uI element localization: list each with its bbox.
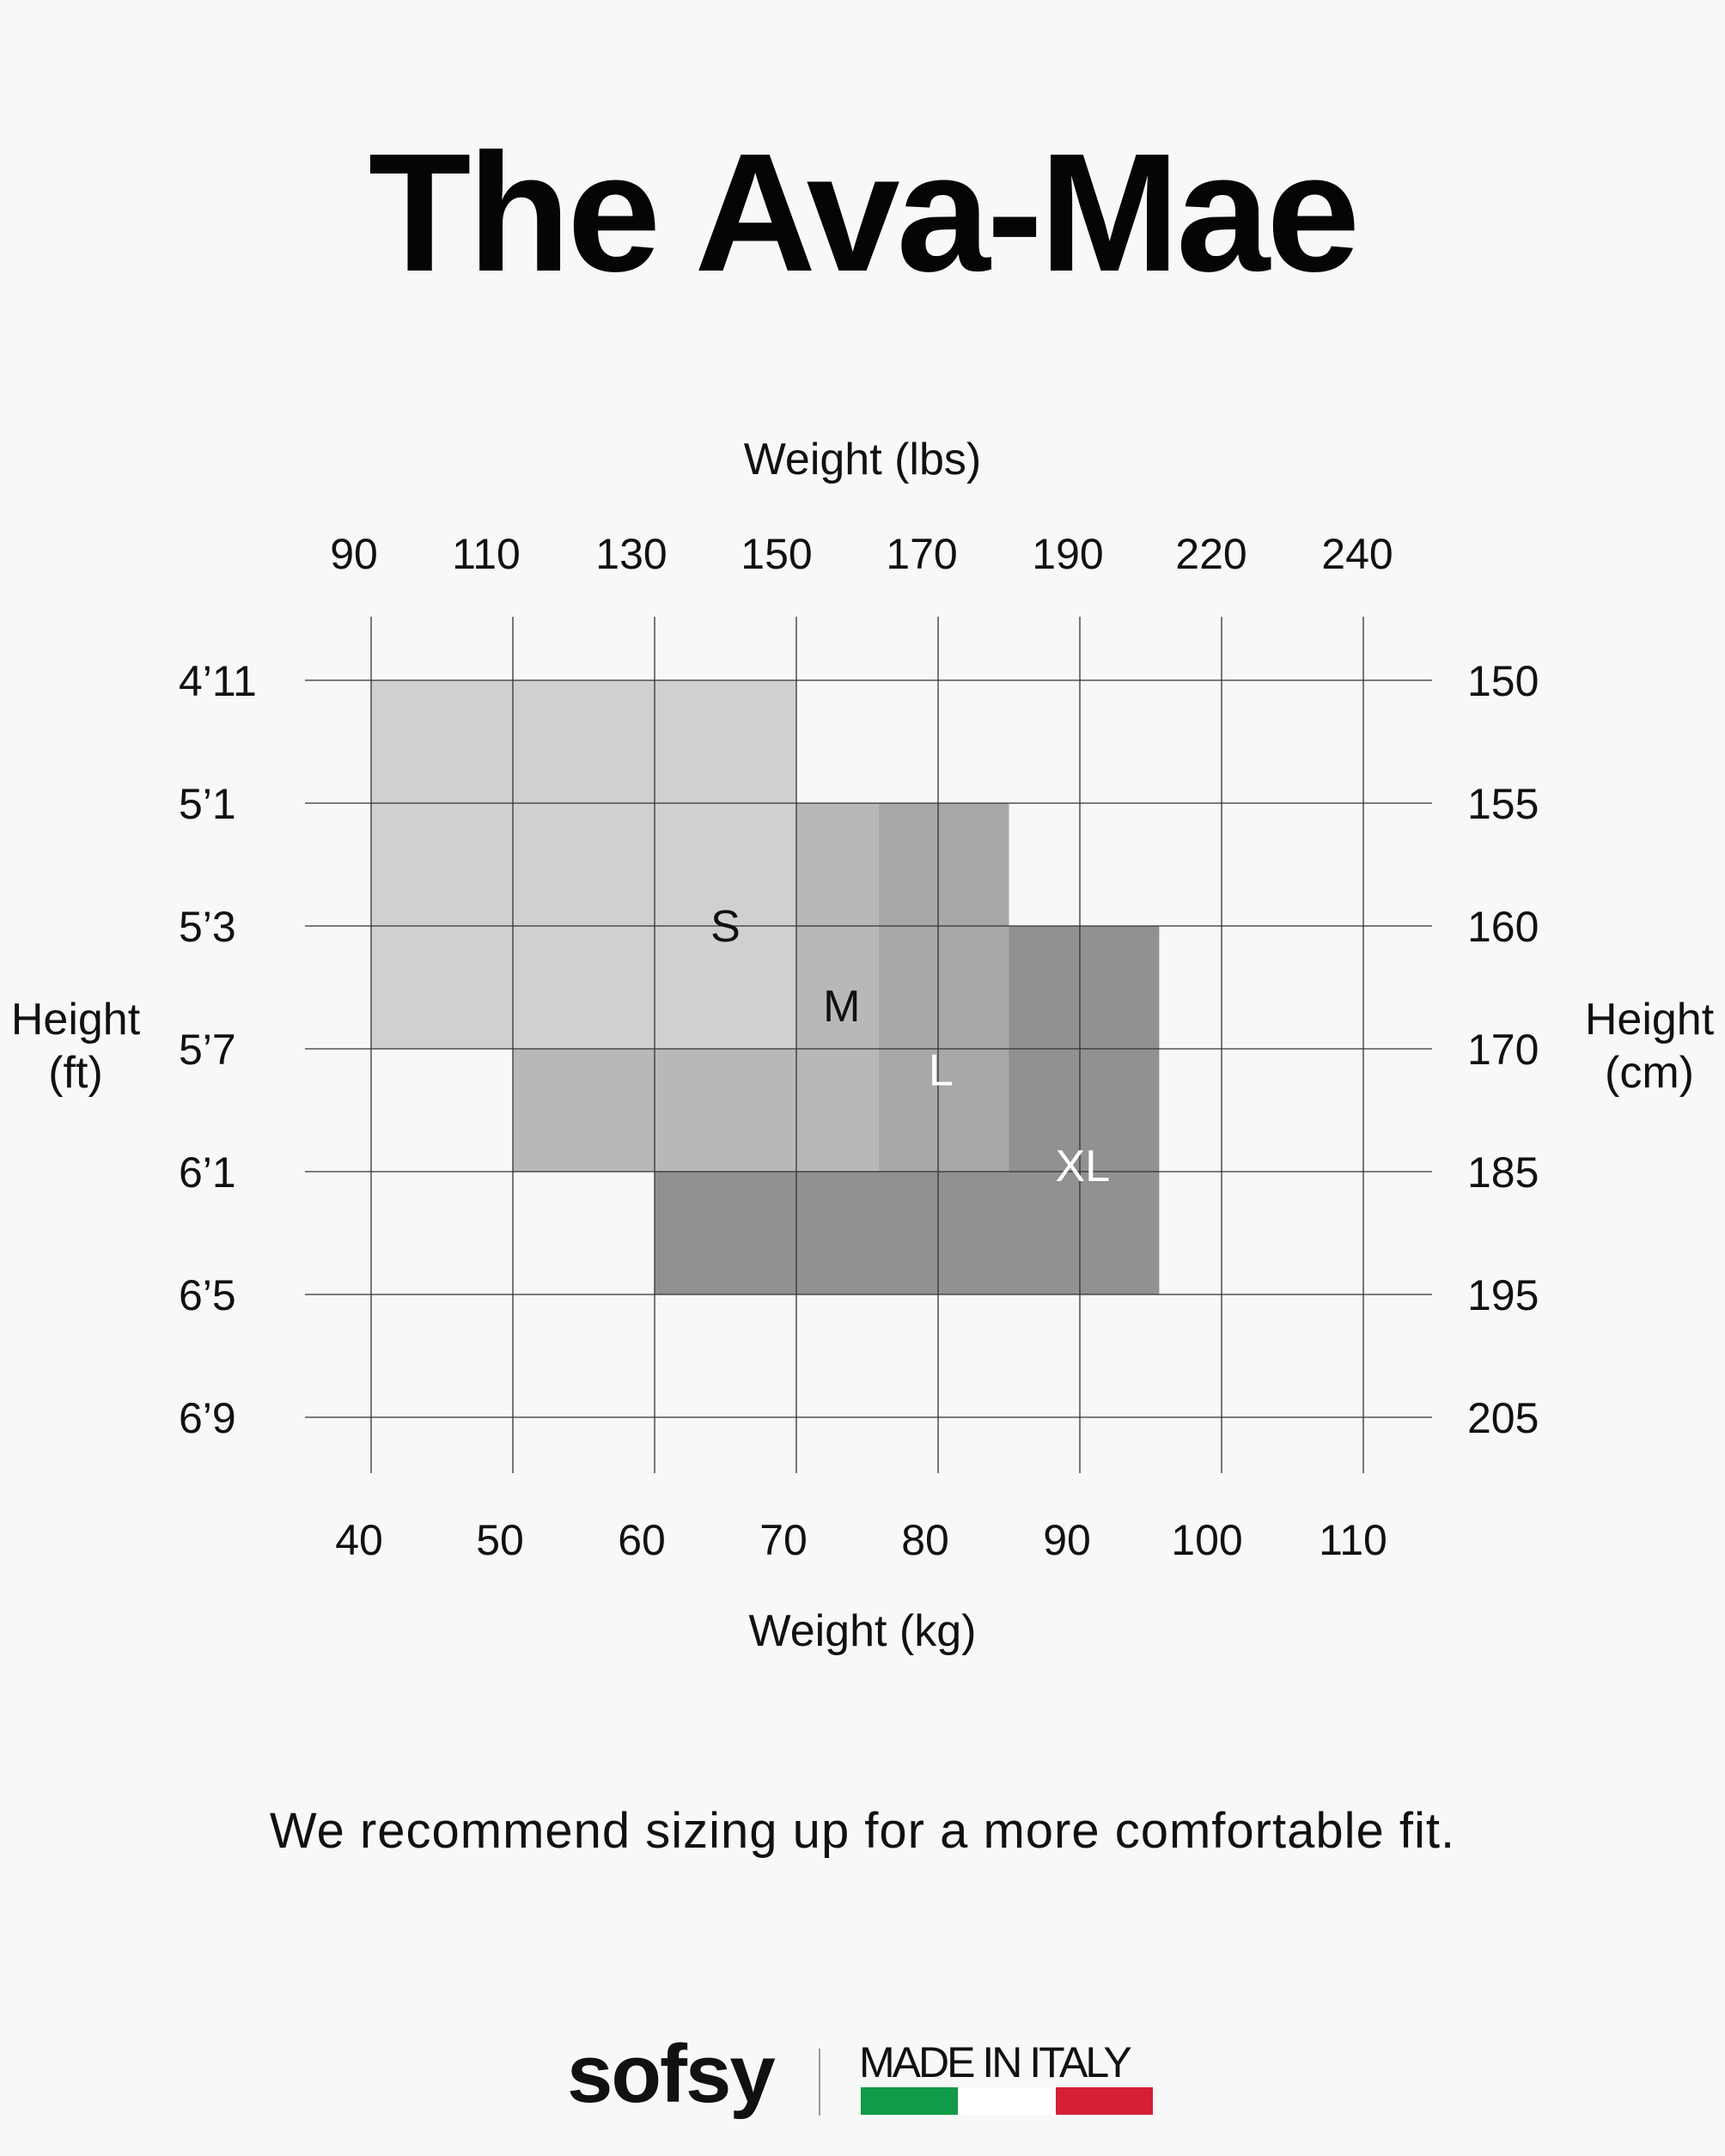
size-label-xl: XL: [1055, 1142, 1110, 1191]
y-left-tick-label: 5’3: [179, 903, 236, 951]
y-right-axis-label: Height: [1585, 995, 1715, 1045]
italian-flag-icon: [861, 2087, 1153, 2115]
flag-stripe-white: [958, 2087, 1056, 2115]
brand-divider: [819, 2049, 820, 2116]
x-bottom-tick-label: 60: [618, 1516, 666, 1564]
y-right-tick-label: 185: [1467, 1148, 1539, 1197]
y-left-tick-label: 5’7: [179, 1026, 236, 1074]
flag-stripe-green: [861, 2087, 959, 2115]
y-left-tick-label: 5’1: [179, 780, 236, 828]
made-in-italy-label: MADE IN ITALY: [859, 2038, 1132, 2086]
y-right-axis-label-unit: (cm): [1605, 1048, 1694, 1098]
x-top-tick-label: 130: [595, 530, 667, 578]
y-right-tick-label: 150: [1467, 657, 1539, 705]
x-bottom-tick-label: 50: [476, 1516, 524, 1564]
x-top-tick-label: 90: [330, 530, 378, 578]
y-left-axis-label-unit: (ft): [48, 1048, 103, 1098]
sizing-note: We recommend sizing up for a more comfor…: [269, 1803, 1456, 1859]
x-top-axis-label: Weight (lbs): [744, 435, 981, 484]
x-top-tick-label: 240: [1321, 530, 1393, 578]
y-right-tick-label: 195: [1467, 1271, 1539, 1319]
y-right-tick-label: 160: [1467, 903, 1539, 951]
brand-logo: sofsy: [567, 2028, 776, 2120]
x-top-tick-label: 170: [886, 530, 957, 578]
y-right-tick-label: 170: [1467, 1026, 1539, 1074]
x-bottom-tick-label: 70: [759, 1516, 808, 1564]
x-bottom-tick-label: 110: [1319, 1516, 1387, 1564]
x-bottom-axis-label: Weight (kg): [749, 1606, 977, 1656]
x-bottom-tick-label: 100: [1171, 1516, 1242, 1564]
size-label-m: M: [823, 982, 860, 1032]
x-bottom-tick-label: 80: [901, 1516, 949, 1564]
page-title: The Ava-Mae: [368, 119, 1360, 307]
y-right-tick-label: 205: [1467, 1394, 1539, 1442]
x-bottom-tick-label: 90: [1043, 1516, 1091, 1564]
x-top-tick-label: 220: [1175, 530, 1247, 578]
y-left-tick-label: 6’5: [179, 1271, 236, 1319]
x-top-tick-label: 110: [452, 530, 521, 578]
y-left-tick-label: 6’9: [179, 1394, 236, 1442]
size-region-m: [513, 803, 879, 1172]
size-region-s: [371, 680, 796, 1049]
size-chart: S M L XL 90 110 130 150 170 190 220 240 Weight (lbs)…: [11, 435, 1715, 1656]
y-right-tick-label: 155: [1467, 780, 1539, 828]
x-top-tick-label: 150: [741, 530, 812, 578]
y-left-axis-label: Height: [11, 995, 141, 1045]
size-label-s: S: [710, 902, 741, 952]
size-label-l: L: [929, 1045, 954, 1095]
y-left-tick-label: 6’1: [179, 1148, 236, 1197]
flag-stripe-red: [1055, 2087, 1153, 2115]
x-bottom-tick-label: 40: [335, 1516, 383, 1564]
x-top-tick-label: 190: [1032, 530, 1103, 578]
y-left-tick-label: 4’11: [179, 657, 257, 705]
size-region-l: [878, 803, 1009, 1172]
size-region-xl: [655, 926, 1160, 1294]
